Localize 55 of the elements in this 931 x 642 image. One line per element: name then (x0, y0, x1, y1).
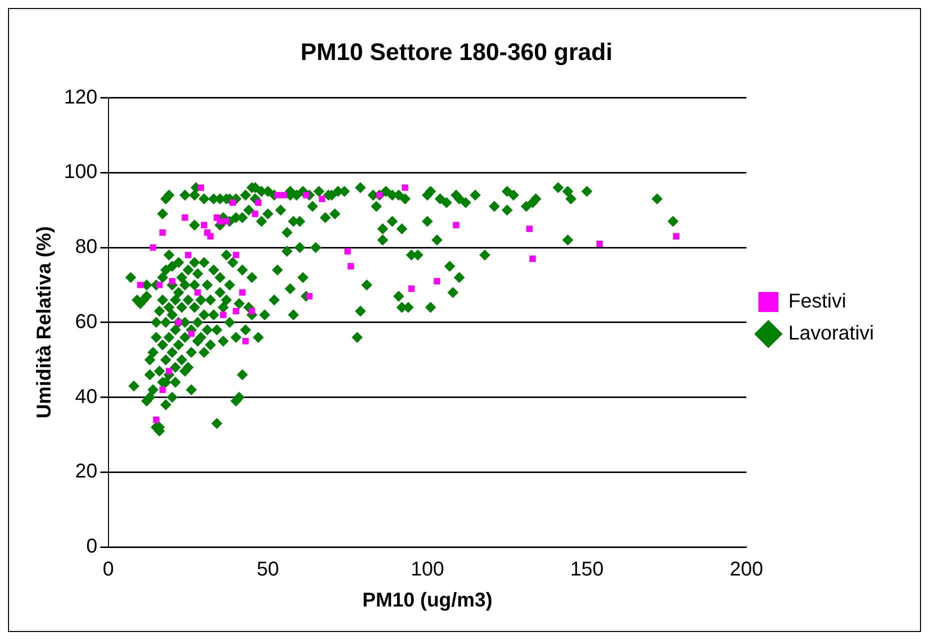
point (252, 210, 258, 218)
point (248, 308, 256, 314)
point (239, 289, 246, 296)
point (348, 263, 354, 270)
point (302, 192, 310, 198)
point (529, 256, 536, 262)
x-tick-label: 50 (256, 558, 280, 581)
point (207, 233, 214, 240)
point (216, 218, 224, 225)
point (274, 192, 281, 198)
point (153, 416, 160, 423)
legend-label: Festivi (788, 290, 846, 313)
y-tick-label: 60 (75, 310, 98, 333)
x-tick-label: 200 (730, 558, 764, 581)
x-tick-label: 150 (570, 558, 604, 581)
point (280, 192, 288, 198)
point (255, 199, 262, 206)
point (306, 293, 313, 300)
point (344, 248, 351, 254)
point (198, 184, 204, 191)
y-tick-label: 120 (64, 86, 98, 108)
point (596, 240, 603, 247)
point (182, 214, 188, 221)
point (230, 199, 236, 206)
point (159, 386, 166, 393)
y-tick-label: 20 (75, 460, 98, 483)
point (223, 218, 230, 225)
point (242, 338, 249, 344)
x-tick-label: 0 (102, 558, 114, 581)
point (168, 278, 176, 284)
point (452, 222, 460, 228)
point (673, 233, 680, 240)
point (232, 308, 240, 314)
point (194, 289, 201, 296)
point (200, 222, 208, 228)
point (159, 229, 166, 236)
point (220, 312, 226, 318)
point (526, 226, 533, 232)
y-tick-label: 80 (75, 236, 98, 258)
chart-title: PM10 Settore 180-360 gradi (300, 39, 613, 66)
point (184, 252, 192, 258)
point (137, 282, 144, 288)
point (188, 330, 194, 337)
x-axis-title: PM10 (ug/m3) (362, 590, 492, 612)
point (408, 286, 415, 292)
point (156, 282, 163, 288)
point (402, 184, 408, 191)
x-tick-label: 100 (410, 558, 444, 581)
legend-label: Lavorativi (788, 322, 874, 345)
point (434, 278, 440, 284)
y-tick-label: 100 (64, 161, 98, 184)
point (318, 196, 326, 202)
y-axis-title: Umidità Relativa (%) (34, 226, 56, 419)
y-tick-label: 0 (86, 536, 98, 558)
y-tick-label: 40 (75, 386, 98, 408)
